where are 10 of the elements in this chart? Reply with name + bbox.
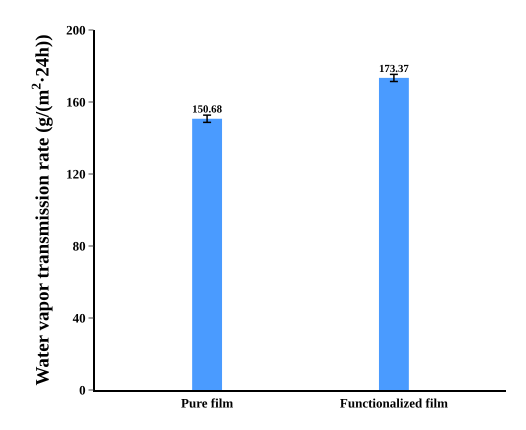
data-label: 150.68 bbox=[192, 104, 223, 116]
x-tick-label: Pure film bbox=[181, 395, 234, 410]
y-tick-label: 160 bbox=[66, 94, 86, 110]
y-tick-label: 120 bbox=[66, 166, 86, 182]
y-tick-label: 40 bbox=[72, 310, 86, 326]
y-tick-label: 80 bbox=[72, 238, 86, 254]
y-tick-label: 200 bbox=[66, 22, 86, 38]
y-tick-label: 0 bbox=[79, 382, 86, 398]
x-tick-label: Functionalized film bbox=[340, 395, 448, 410]
data-label: 173.37 bbox=[378, 62, 410, 75]
